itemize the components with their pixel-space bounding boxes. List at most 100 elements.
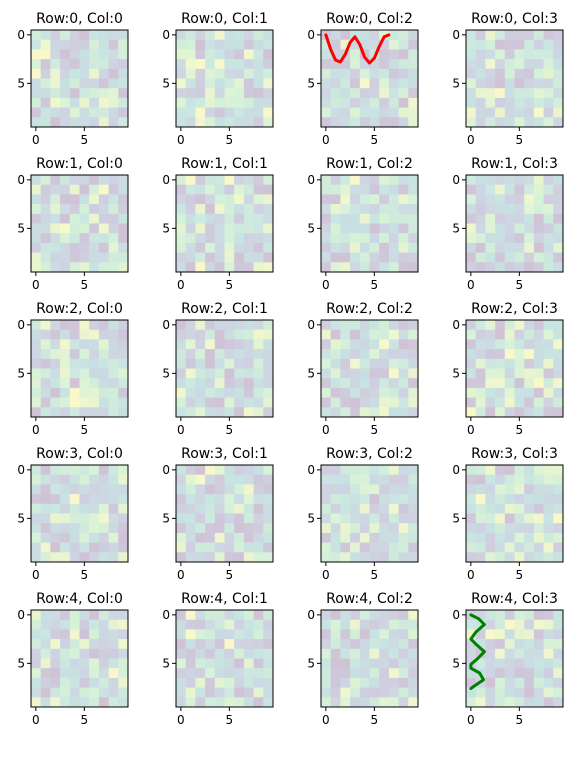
heatmap-cell xyxy=(224,619,235,630)
heatmap-cell xyxy=(118,523,129,534)
heatmap-cell xyxy=(330,320,341,331)
heatmap-cell xyxy=(330,184,341,195)
heatmap-cell xyxy=(466,175,477,186)
heatmap-cell xyxy=(398,484,409,495)
heatmap-cell xyxy=(263,484,274,495)
heatmap-cell xyxy=(553,648,564,659)
heatmap-cell xyxy=(398,668,409,679)
x-tick-label: 0 xyxy=(467,423,475,437)
heatmap-cell xyxy=(524,629,535,640)
heatmap-cell xyxy=(118,494,129,505)
heatmap-cell xyxy=(224,175,235,186)
heatmap-cell xyxy=(98,223,109,234)
heatmap-cell xyxy=(553,358,564,369)
heatmap-cell xyxy=(504,552,515,563)
heatmap-cell xyxy=(485,639,496,650)
heatmap-cell xyxy=(205,687,216,698)
heatmap-cell xyxy=(533,368,544,379)
heatmap-cell xyxy=(263,619,274,630)
heatmap-cell xyxy=(485,474,496,485)
heatmap-cell xyxy=(31,648,42,659)
heatmap-cell xyxy=(176,619,187,630)
axes-frame xyxy=(175,609,274,708)
heatmap-cell xyxy=(263,329,274,340)
heatmap-cell xyxy=(514,523,525,534)
heatmap-cell xyxy=(495,668,506,679)
heatmap-cell xyxy=(50,474,61,485)
heatmap-cell xyxy=(514,639,525,650)
heatmap-cell xyxy=(243,213,254,224)
heatmap-cell xyxy=(224,648,235,659)
heatmap-cell xyxy=(408,484,419,495)
heatmap-cell xyxy=(60,78,71,89)
heatmap-cell xyxy=(543,387,554,398)
heatmap-cell xyxy=(553,88,564,99)
heatmap-cell xyxy=(485,175,496,186)
heatmap-cell xyxy=(524,339,535,350)
heatmap-cell xyxy=(514,668,525,679)
heatmap-cell xyxy=(321,513,332,524)
heatmap-cell xyxy=(118,194,129,205)
heatmap-cell xyxy=(60,117,71,128)
heatmap-cell xyxy=(514,262,525,273)
y-tick-label: 0 xyxy=(17,173,25,187)
heatmap-cell xyxy=(321,233,332,244)
heatmap-cell xyxy=(253,49,264,60)
heatmap-cell xyxy=(388,59,399,70)
heatmap-cell xyxy=(543,329,554,340)
heatmap-cell xyxy=(253,117,264,128)
heatmap-cell xyxy=(524,697,535,708)
heatmap-cell xyxy=(89,552,100,563)
heatmap-cell xyxy=(340,223,351,234)
heatmap-cell xyxy=(108,49,119,60)
heatmap-cell xyxy=(108,677,119,688)
heatmap-cell xyxy=(69,320,80,331)
heatmap-cell xyxy=(79,639,90,650)
heatmap-cell xyxy=(533,223,544,234)
heatmap-cell xyxy=(359,213,370,224)
heatmap-cell xyxy=(514,648,525,659)
heatmap-cell xyxy=(108,513,119,524)
heatmap-cell xyxy=(69,552,80,563)
heatmap-cell xyxy=(330,39,341,50)
heatmap-cell xyxy=(234,223,245,234)
heatmap-cell xyxy=(50,223,61,234)
heatmap-cell xyxy=(98,107,109,118)
subplot-title: Row:1, Col:3 xyxy=(471,156,558,172)
heatmap-cell xyxy=(79,513,90,524)
x-tick-label: 5 xyxy=(226,133,234,147)
heatmap-cell xyxy=(359,329,370,340)
heatmap-cell xyxy=(108,242,119,253)
heatmap-cell xyxy=(524,184,535,195)
heatmap-cell xyxy=(533,233,544,244)
heatmap-cell xyxy=(408,687,419,698)
heatmap-cell xyxy=(60,658,71,669)
heatmap-cell xyxy=(466,484,477,495)
heatmap-cell xyxy=(553,639,564,650)
heatmap-cell xyxy=(369,329,380,340)
heatmap-cell xyxy=(50,494,61,505)
heatmap-cell xyxy=(195,39,206,50)
heatmap-cell xyxy=(466,88,477,99)
heatmap-cell xyxy=(98,407,109,418)
heatmap-cell xyxy=(60,252,71,263)
heatmap-cell xyxy=(108,407,119,418)
heatmap-cell xyxy=(69,542,80,553)
heatmap-cell xyxy=(214,542,225,553)
heatmap-cell xyxy=(40,658,51,669)
heatmap-cell xyxy=(50,358,61,369)
heatmap-cell xyxy=(176,339,187,350)
heatmap-cell xyxy=(224,213,235,224)
heatmap-cell xyxy=(176,687,187,698)
heatmap-cell xyxy=(118,610,129,621)
x-tick-label: 0 xyxy=(467,568,475,582)
heatmap-cell xyxy=(50,658,61,669)
heatmap-cell xyxy=(89,204,100,215)
heatmap-cell xyxy=(553,349,564,360)
heatmap-cell xyxy=(475,68,486,79)
heatmap-cell xyxy=(60,59,71,70)
heatmap-cell xyxy=(108,465,119,476)
heatmap-cell xyxy=(50,78,61,89)
heatmap-cell xyxy=(195,339,206,350)
heatmap-cell xyxy=(495,97,506,108)
